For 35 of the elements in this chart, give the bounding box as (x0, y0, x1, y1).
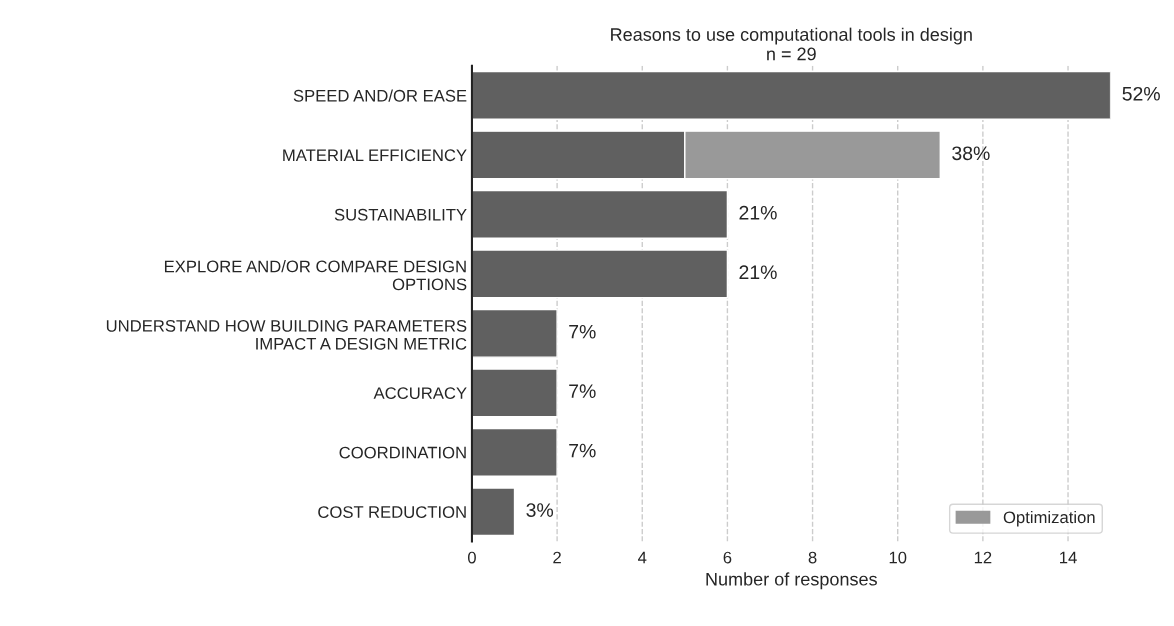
bar (471, 189, 729, 239)
x-axis-title: Number of responses (706, 572, 877, 590)
bar (471, 368, 558, 418)
annotation: 38% (952, 146, 990, 161)
annotation: 7% (569, 443, 596, 458)
x-tick-label: 12 (974, 551, 992, 564)
x-tick-label: 4 (638, 551, 647, 564)
annotation: 21% (739, 205, 777, 220)
bar (471, 308, 558, 358)
y-tick-label: MATERIAL EFFICIENCY (283, 149, 467, 162)
annotation: 52% (1122, 86, 1160, 101)
x-tick-label: 10 (889, 551, 907, 564)
legend-label: Optimization (1003, 510, 1095, 527)
bar (471, 427, 558, 477)
chart-title: Reasons to use computational tools in design (611, 27, 972, 45)
x-tick-label: 2 (553, 551, 561, 564)
x-tick-label: 6 (723, 551, 732, 564)
y-tick-label: COST REDUCTION (318, 506, 466, 518)
bar (471, 249, 729, 299)
y-tick-label: EXPLORE AND/OR COMPARE DESIGN OPTIONS (164, 260, 467, 291)
annotation: 21% (739, 265, 777, 280)
y-tick-label: SUSTAINABILITY (334, 208, 467, 221)
bar (471, 487, 516, 537)
chart-subtitle: n = 29 (767, 47, 816, 61)
annotation: 3% (526, 503, 554, 517)
annotation: 7% (569, 384, 596, 398)
y-tick-label: SPEED AND/OR EASE (293, 89, 467, 102)
y-tick-label: COORDINATION (339, 446, 466, 459)
x-tick-label: 8 (808, 551, 817, 564)
y-tick-label: UNDERSTAND HOW BUILDING PARAMETERS IMPACT A DESIGN METRIC (106, 319, 467, 350)
x-tick-label: 14 (1060, 551, 1077, 564)
x-tick-label: 0 (467, 551, 476, 564)
bar (471, 70, 1111, 120)
y-tick-label: ACCURACY (373, 387, 467, 400)
annotation: 7% (569, 324, 596, 339)
